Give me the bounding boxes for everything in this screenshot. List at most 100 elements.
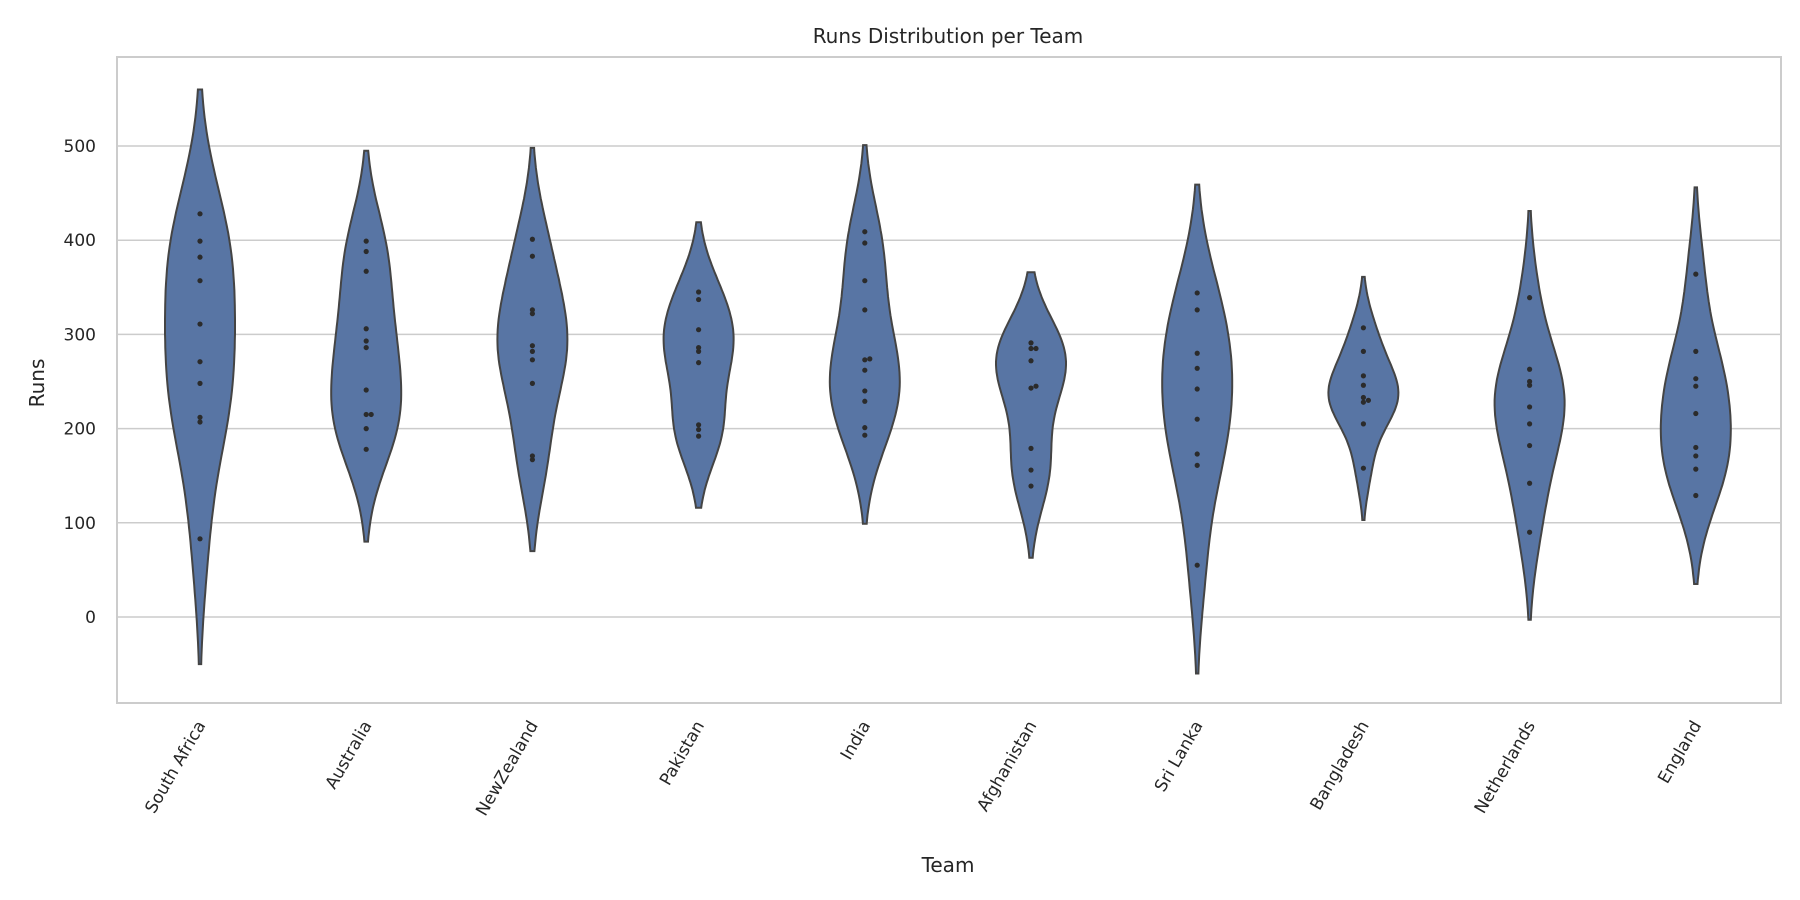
data-point — [1693, 348, 1699, 354]
data-point — [529, 357, 536, 363]
data-point — [1360, 325, 1366, 331]
data-point — [696, 289, 702, 295]
x-tick-label: Pakistan — [656, 718, 709, 790]
data-points — [197, 211, 1699, 568]
violin-afghanistan — [995, 271, 1067, 559]
data-point — [862, 432, 868, 438]
data-point — [197, 278, 203, 284]
data-point — [1360, 421, 1366, 427]
data-point — [867, 356, 873, 362]
data-point — [363, 268, 369, 274]
data-point — [529, 236, 536, 242]
data-point — [1693, 492, 1699, 499]
data-point — [1527, 366, 1533, 372]
data-point — [363, 248, 369, 255]
data-point — [1028, 467, 1034, 473]
data-point — [1028, 385, 1034, 391]
data-point — [862, 367, 868, 373]
data-point — [363, 446, 369, 452]
data-point — [1527, 529, 1533, 535]
data-point — [1360, 465, 1366, 471]
data-point — [1693, 453, 1699, 459]
data-point — [862, 307, 868, 313]
data-point — [197, 380, 203, 386]
x-axis-title: Team — [921, 853, 975, 877]
data-point — [529, 311, 536, 317]
data-point — [363, 326, 369, 332]
y-tick-label: 100 — [64, 514, 96, 534]
data-point — [862, 425, 868, 431]
data-point — [1028, 340, 1034, 346]
data-point — [197, 238, 203, 244]
data-point — [529, 253, 536, 259]
data-point — [1527, 382, 1533, 388]
data-point — [1360, 382, 1366, 388]
data-point — [368, 411, 374, 418]
data-point — [1527, 442, 1533, 449]
plot-frame — [116, 56, 1782, 704]
data-point — [1527, 480, 1533, 486]
data-point — [363, 426, 369, 432]
data-point — [1360, 399, 1366, 405]
x-tick-labels: South Africa Australia NewZealand Pakistan I… — [141, 717, 1706, 819]
x-tick-label: NewZealand — [472, 718, 542, 820]
data-point — [1194, 350, 1200, 356]
data-point — [1693, 466, 1699, 472]
x-tick-label: Australia — [322, 718, 377, 793]
data-point — [1194, 562, 1200, 568]
data-point — [1033, 383, 1039, 389]
data-point — [1028, 445, 1034, 451]
data-point — [1693, 376, 1699, 382]
data-point — [197, 211, 203, 217]
data-point — [696, 327, 702, 333]
data-point — [363, 344, 369, 351]
y-axis-title: Runs — [25, 359, 49, 408]
data-point — [1527, 421, 1533, 427]
data-point — [529, 343, 536, 349]
violin-india — [828, 144, 901, 525]
data-point — [862, 398, 868, 404]
data-point — [1527, 378, 1533, 385]
y-tick-label: 0 — [85, 608, 96, 628]
data-point — [197, 359, 203, 365]
data-point — [197, 419, 203, 425]
y-tick-label: 200 — [64, 420, 96, 440]
data-point — [363, 387, 369, 393]
y-tick-labels: 0 100 200 300 400 500 — [64, 137, 96, 628]
data-point — [1028, 483, 1034, 489]
data-point — [1033, 345, 1039, 352]
data-point — [1527, 404, 1533, 410]
data-point — [1194, 451, 1200, 457]
data-point — [529, 307, 536, 313]
data-point — [1194, 365, 1200, 371]
y-tick-label: 400 — [64, 231, 96, 251]
data-point — [696, 433, 702, 439]
data-point — [197, 321, 203, 327]
data-point — [862, 357, 868, 363]
data-point — [1194, 290, 1200, 296]
data-point — [1028, 345, 1034, 352]
chart-title: Runs Distribution per Team — [813, 24, 1084, 48]
x-tick-label: Afghanistan — [973, 718, 1041, 816]
data-point — [1360, 373, 1366, 379]
x-tick-label: Sri Lanka — [1151, 718, 1208, 796]
data-point — [696, 296, 702, 303]
data-point — [529, 453, 536, 459]
data-point — [363, 338, 369, 344]
y-tick-label: 300 — [64, 325, 96, 345]
data-point — [862, 229, 868, 235]
x-tick-label: India — [837, 718, 875, 764]
violins — [164, 88, 1732, 675]
data-point — [1360, 394, 1366, 401]
data-point — [363, 238, 369, 244]
x-tick-label: Bangladesh — [1307, 718, 1374, 814]
data-point — [1693, 271, 1699, 277]
data-point — [529, 380, 536, 386]
x-tick-label: England — [1654, 718, 1706, 788]
data-point — [363, 411, 369, 418]
data-point — [529, 348, 536, 354]
data-point — [1693, 444, 1699, 451]
data-point — [1028, 358, 1034, 364]
data-point — [862, 240, 868, 246]
